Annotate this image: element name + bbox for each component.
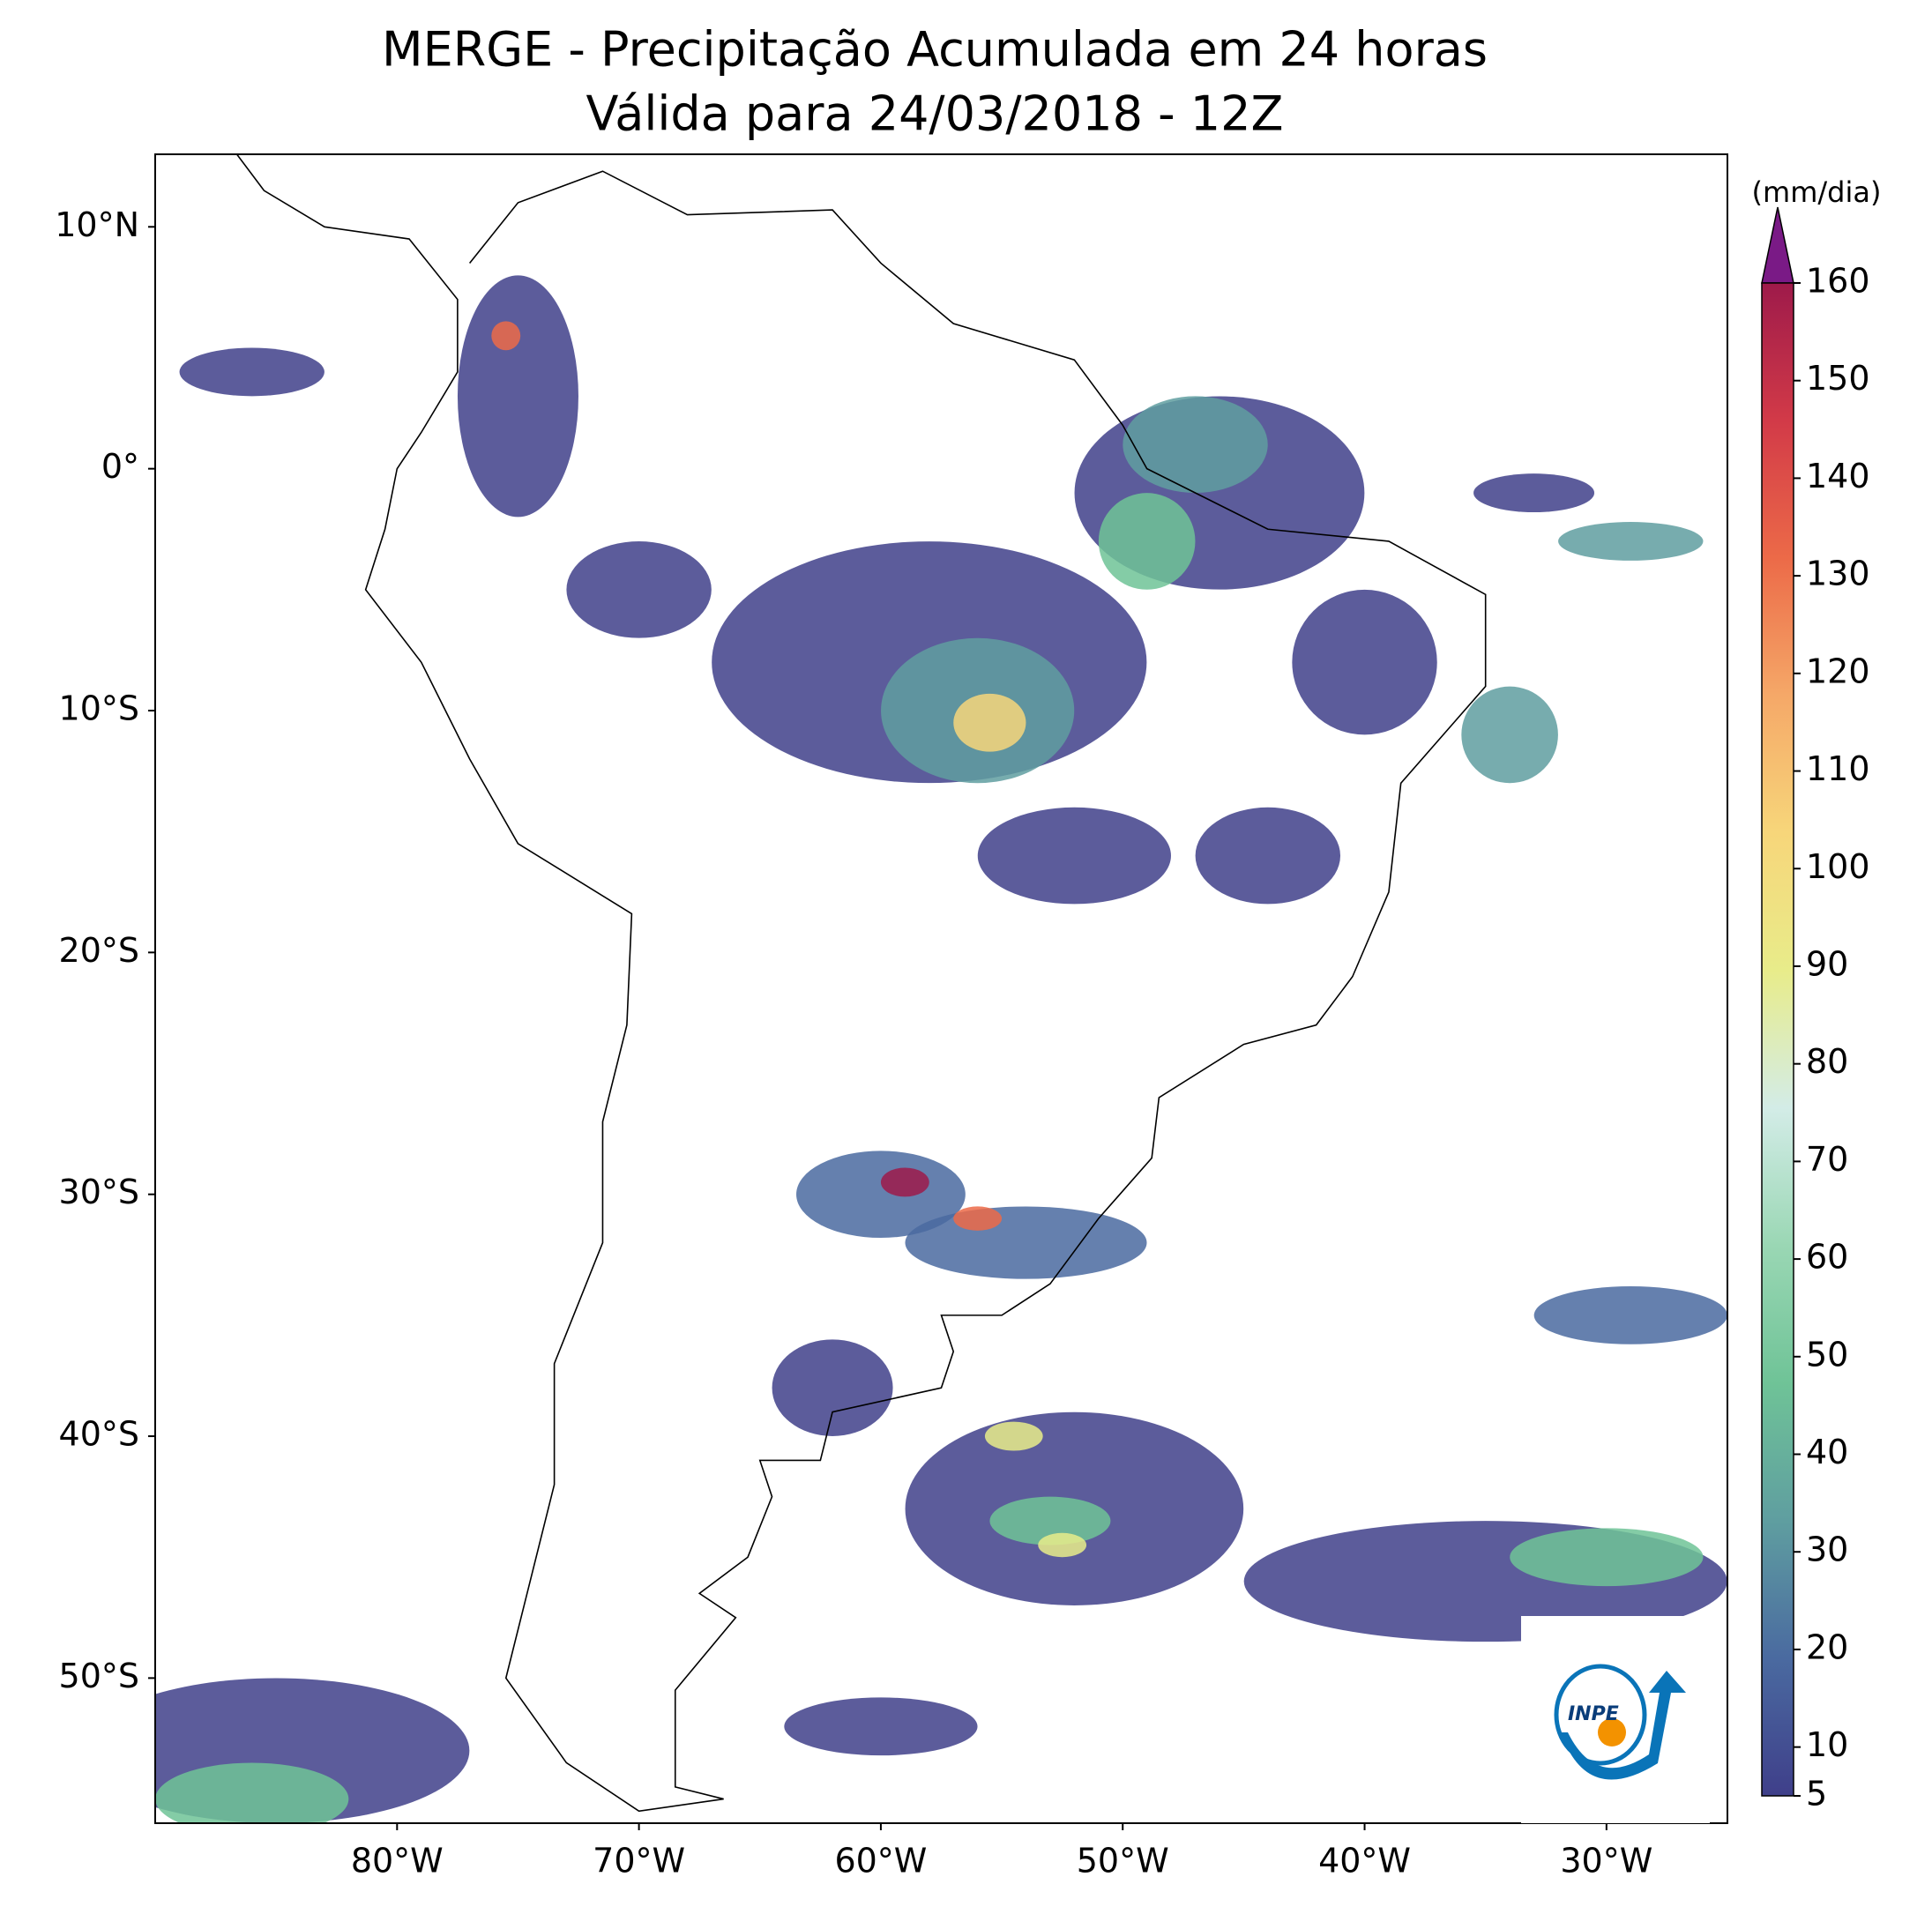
colorbar-label: (mm/dia): [1752, 175, 1882, 209]
precip-area: [457, 275, 578, 518]
precip-area: [953, 1206, 1003, 1231]
precip-area: [155, 1762, 349, 1823]
colorbar-tick-label: 20: [1806, 1627, 1848, 1666]
colorbar-tick-label: 50: [1806, 1335, 1848, 1374]
precip-area: [1292, 589, 1437, 735]
map-frame: [154, 153, 1728, 1824]
x-tick-label: 50°W: [1077, 1842, 1169, 1880]
map-area: [155, 154, 1727, 1823]
colorbar-tick-label: 150: [1806, 359, 1870, 398]
precip-area: [566, 541, 712, 638]
precip-area: [179, 347, 324, 397]
logo-dot: [1598, 1718, 1626, 1746]
logo-ring: [1554, 1664, 1647, 1766]
colorbar-tick-label: 100: [1806, 847, 1870, 886]
precip-area: [1195, 807, 1341, 905]
colorbar-tick-label: 30: [1806, 1530, 1848, 1569]
precip-area: [1533, 1285, 1727, 1344]
x-tick-label: 40°W: [1318, 1842, 1411, 1880]
precip-area: [1038, 1532, 1087, 1558]
colorbar-tick-label: 140: [1806, 457, 1870, 495]
colorbar-tick-label: 5: [1806, 1775, 1827, 1813]
x-tick-label: 70°W: [593, 1842, 685, 1880]
colorbar-tick-label: 70: [1806, 1140, 1848, 1179]
precip-area: [772, 1339, 893, 1436]
precip-area: [984, 1421, 1043, 1451]
x-tick-label: 60°W: [834, 1842, 927, 1880]
precip-area: [1558, 522, 1704, 561]
x-tick-label: 30°W: [1560, 1842, 1652, 1880]
logo-text: INPE: [1568, 1703, 1619, 1725]
colorbar-tick-label: 130: [1806, 555, 1870, 593]
subtitle: Válida para 24/03/2018 - 12Z: [586, 86, 1284, 142]
precip-area: [796, 1151, 966, 1239]
precip-area: [1461, 686, 1558, 784]
y-tick-label: 20°S: [59, 931, 139, 970]
colorbar: [1761, 282, 1794, 1797]
y-tick-label: 0°: [101, 447, 139, 486]
y-tick-label: 30°S: [59, 1173, 139, 1211]
precip-area: [1510, 1528, 1704, 1587]
coastline: [235, 154, 1487, 1813]
title: MERGE - Precipitação Acumulada em 24 hor…: [382, 22, 1488, 78]
colorbar-tick-label: 60: [1806, 1238, 1848, 1277]
colorbar-tick-label: 90: [1806, 944, 1848, 983]
precip-area: [880, 1167, 929, 1197]
colorbar-tick-label: 110: [1806, 749, 1870, 788]
y-tick-label: 10°S: [59, 689, 139, 728]
colorbar-tick-label: 80: [1806, 1042, 1848, 1081]
colorbar-extension: [1761, 206, 1794, 284]
precip-area: [784, 1697, 978, 1756]
precip-area: [953, 693, 1026, 752]
precip-area: [977, 807, 1171, 905]
y-tick-label: 10°N: [55, 205, 139, 244]
colorbar-tick-label: 40: [1806, 1433, 1848, 1471]
y-tick-label: 50°S: [59, 1657, 139, 1695]
precip-area: [491, 321, 521, 351]
precip-area: [905, 1206, 1147, 1279]
precip-area: [989, 1496, 1111, 1545]
colorbar-tick-label: 10: [1806, 1725, 1848, 1764]
x-tick-label: 80°W: [351, 1842, 444, 1880]
precip-area: [1473, 473, 1595, 513]
colorbar-tick-label: 160: [1806, 262, 1870, 301]
y-tick-label: 40°S: [59, 1415, 139, 1454]
logo-arrow: [1561, 1671, 1686, 1780]
colorbar-tick-label: 120: [1806, 652, 1870, 690]
precip-area: [1123, 396, 1268, 494]
precip-area: [1098, 493, 1196, 590]
